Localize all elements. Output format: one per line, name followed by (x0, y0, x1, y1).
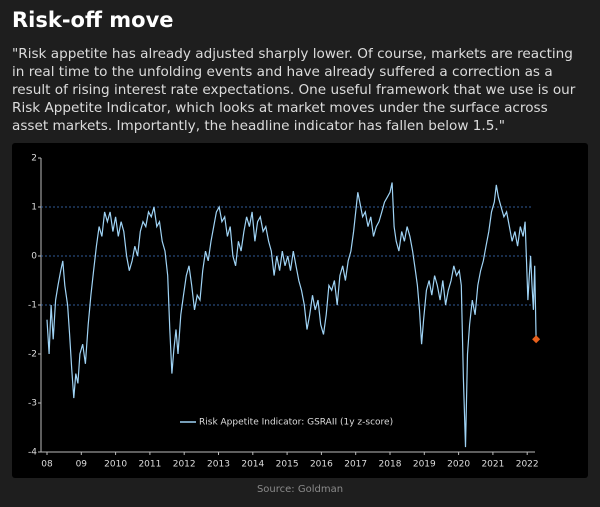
y-tick-label: -1 (28, 301, 37, 311)
y-tick-label: 1 (31, 203, 37, 213)
title: Risk-off move (12, 8, 174, 32)
x-tick-label: 2017 (344, 460, 367, 470)
quote: "Risk appetite has already adjusted shar… (12, 45, 575, 135)
x-tick-label: 09 (76, 460, 88, 470)
y-tick-label: 0 (31, 252, 37, 262)
x-tick-label: 2013 (207, 460, 230, 470)
x-tick-label: 2018 (379, 460, 402, 470)
x-tick-label: 2019 (413, 460, 436, 470)
x-tick-label: 2011 (138, 460, 161, 470)
x-tick-label: 2014 (241, 460, 264, 470)
x-tick-label: 2021 (481, 460, 504, 470)
series-line (46, 182, 537, 448)
y-tick-label: 2 (31, 154, 37, 164)
legend-label: Risk Appetite Indicator: GSRAII (1y z-sc… (199, 418, 393, 428)
x-tick-label: 2010 (104, 460, 127, 470)
quote-line: "Risk appetite has already adjusted shar… (12, 46, 573, 62)
y-tick-label: -3 (28, 399, 37, 409)
quote-line: asset markets. Importantly, the headline… (12, 118, 505, 134)
x-tick-label: 08 (41, 460, 53, 470)
y-tick-label: -4 (28, 448, 37, 458)
source: Source: Goldman (256, 484, 344, 495)
x-tick-label: 2016 (310, 460, 333, 470)
x-tick-label: 2015 (276, 460, 299, 470)
y-tick-label: -2 (28, 350, 37, 360)
x-tick-label: 2022 (516, 460, 539, 470)
x-tick-label: 2012 (173, 460, 196, 470)
quote-line: in real time to the unfolding events and… (12, 64, 553, 80)
x-tick-label: 2020 (447, 460, 470, 470)
last-point-marker (532, 335, 541, 344)
chart-panel (12, 143, 588, 478)
quote-line: Risk Appetite Indicator, which looks at … (12, 100, 548, 116)
quote-line: result of rising interest rate expectati… (12, 82, 576, 98)
